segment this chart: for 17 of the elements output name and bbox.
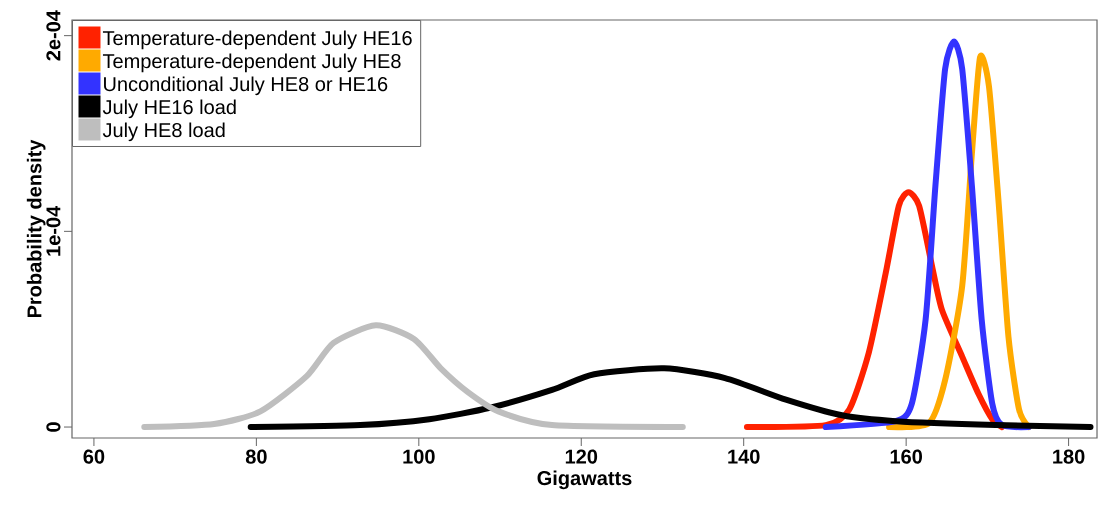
x-tick-label: 60 bbox=[83, 449, 105, 464]
y-tick-label: 0 bbox=[46, 422, 61, 432]
x-tick-label: 80 bbox=[245, 449, 267, 464]
legend-label: July HE16 load bbox=[102, 99, 236, 119]
x-axis-title: Gigawatts bbox=[537, 470, 632, 490]
y-tick-label: 2e-04 bbox=[46, 10, 61, 61]
legend-label: Temperature-dependent July HE8 bbox=[102, 53, 401, 73]
legend-label: Unconditional July HE8 or HE16 bbox=[104, 76, 388, 96]
legend-label: Temperature-dependent July HE16 bbox=[102, 30, 412, 50]
x-tick-label: 160 bbox=[890, 449, 922, 464]
x-tick-label: 120 bbox=[565, 449, 598, 464]
x-tick-label: 100 bbox=[403, 449, 435, 464]
y-tick-label: 1e-04 bbox=[46, 205, 61, 256]
x-tick-label: 180 bbox=[1053, 449, 1085, 464]
legend-label: July HE8 load bbox=[102, 122, 225, 142]
y-axis-title: Probability density bbox=[26, 139, 46, 318]
x-tick-label: 140 bbox=[728, 449, 760, 464]
